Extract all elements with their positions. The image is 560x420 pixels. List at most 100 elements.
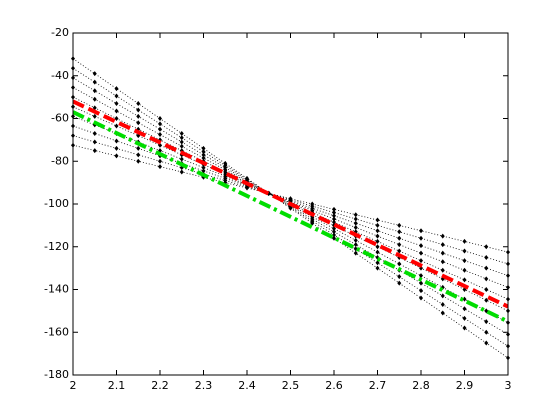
series-line (73, 58, 508, 359)
point-marker (332, 216, 336, 222)
point-marker (484, 254, 489, 260)
point-marker (440, 250, 445, 256)
point-marker (375, 228, 380, 234)
point-marker (397, 248, 402, 254)
point-marker (353, 242, 358, 248)
point-marker (332, 226, 336, 232)
point-marker (375, 249, 380, 255)
point-marker (114, 93, 119, 99)
point-marker (419, 295, 423, 301)
x-tick-label: 2.2 (151, 379, 169, 392)
point-marker (353, 216, 358, 222)
point-marker (440, 310, 445, 316)
point-marker (332, 229, 336, 235)
point-marker (179, 169, 184, 175)
x-tick-label: 2.7 (369, 379, 387, 392)
point-marker (440, 233, 445, 239)
point-marker (353, 250, 358, 256)
point-marker (288, 196, 293, 202)
point-marker (397, 229, 402, 235)
point-marker (419, 273, 423, 279)
point-marker (484, 329, 489, 335)
point-marker (462, 306, 467, 312)
point-marker (179, 156, 184, 162)
point-marker (92, 88, 97, 94)
point-marker (136, 101, 141, 107)
point-marker (375, 244, 380, 250)
point-marker (92, 113, 97, 119)
point-marker (484, 244, 489, 250)
point-marker (484, 287, 489, 292)
y-tick-label: -80 (51, 154, 69, 167)
x-tick-label: 2 (70, 379, 77, 392)
point-marker (136, 158, 141, 164)
point-marker (419, 250, 423, 256)
x-tick-label: 2.6 (325, 379, 343, 392)
point-marker (179, 139, 184, 145)
y-tick-label: -60 (51, 112, 69, 125)
point-marker (440, 267, 445, 273)
point-marker (462, 277, 467, 283)
point-marker (397, 242, 402, 248)
point-marker (419, 258, 423, 264)
point-marker (397, 274, 402, 280)
point-marker (440, 242, 445, 248)
point-marker (397, 235, 402, 241)
point-marker (136, 152, 141, 158)
point-marker (332, 210, 336, 216)
series-line (73, 99, 508, 309)
point-marker (158, 116, 162, 121)
point-marker (114, 138, 119, 144)
y-tick-label: -20 (51, 26, 69, 39)
point-marker (353, 220, 358, 226)
x-tick-label: 2.5 (282, 379, 300, 392)
point-marker (375, 217, 380, 223)
point-marker (114, 108, 119, 114)
point-marker (462, 315, 467, 321)
x-tick-label: 3 (505, 379, 512, 392)
x-tick-label: 2.3 (195, 379, 213, 392)
point-marker (114, 145, 119, 151)
point-marker (484, 319, 489, 325)
point-marker (92, 148, 97, 154)
point-marker (375, 265, 380, 271)
y-tick-label: -100 (44, 197, 69, 210)
point-marker (419, 228, 423, 234)
point-marker (179, 143, 184, 149)
point-marker (201, 165, 206, 171)
point-marker (440, 301, 445, 307)
point-marker (92, 79, 97, 85)
point-marker (136, 120, 141, 126)
point-marker (462, 267, 467, 273)
point-marker (440, 293, 445, 299)
point-marker (158, 158, 162, 164)
point-marker (397, 280, 402, 286)
point-marker (419, 288, 423, 294)
point-marker (440, 259, 445, 265)
point-marker (332, 206, 336, 212)
point-marker (179, 135, 184, 141)
point-marker (353, 212, 358, 218)
y-tick-label: -140 (44, 283, 69, 296)
point-marker (158, 126, 162, 132)
point-marker (92, 96, 97, 102)
point-marker (245, 185, 249, 191)
point-marker (419, 280, 423, 286)
point-marker (201, 155, 206, 161)
point-marker (92, 71, 97, 77)
y-tick-label: -40 (51, 69, 69, 82)
point-marker (136, 145, 141, 151)
point-marker (419, 235, 423, 241)
point-marker (201, 145, 206, 151)
point-marker (310, 201, 315, 207)
point-marker (92, 130, 97, 136)
x-tick-label: 2.8 (412, 379, 430, 392)
series-line (73, 135, 508, 265)
point-marker (158, 164, 162, 170)
point-marker (201, 149, 206, 155)
y-tick-label: -160 (44, 325, 69, 338)
point-marker (158, 132, 162, 138)
point-marker (201, 168, 206, 174)
point-marker (397, 261, 402, 267)
